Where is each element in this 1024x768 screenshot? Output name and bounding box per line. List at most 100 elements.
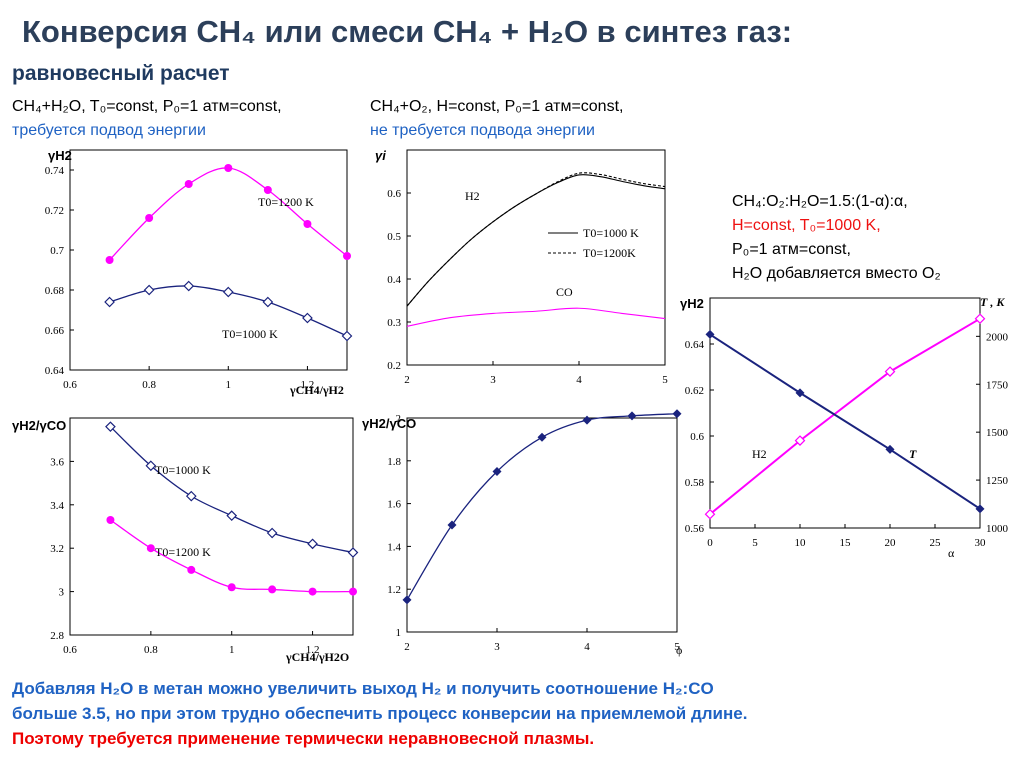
x-tick-label: 30 [975,537,987,549]
y-tick-label: 1 [396,627,402,639]
footer-line1: Добавляя H₂O в метан можно увеличить вых… [12,679,714,698]
series-line-1 [709,333,981,510]
data-point [226,510,238,521]
x-tick-label: 4 [584,641,590,653]
x-tick-label: 1.2 [301,379,315,391]
x-tick-label: 4 [576,374,582,386]
data-point [222,286,234,298]
legend-label-1200: T0=1200K [583,246,636,260]
data-point [884,366,896,377]
data-point [105,421,116,433]
data-point [143,284,155,296]
y-axis-label: γH2/γCO [12,418,66,433]
series-label-1200: T0=1200 K [258,195,314,209]
y-tick-label: 3 [59,587,65,599]
x-tick-label: 20 [885,537,897,549]
y-tick-label: 0.6 [690,431,704,443]
plot-frame [406,417,678,633]
data-point [263,186,272,194]
data-point [537,432,547,442]
data-point [146,544,155,553]
caption-right-line4: H₂O добавляется вместо O₂ [732,265,941,282]
x-axis-label: α [948,546,955,560]
data-point [224,164,233,172]
x-tick-label: 5 [674,641,680,653]
data-point [885,444,895,454]
y-right-tick-label: 1750 [986,379,1009,391]
data-point [302,312,313,324]
annotation-h2: H2 [752,447,767,461]
y-tick-label: 0.3 [387,317,401,329]
x-tick-label: 1 [226,379,232,391]
data-point [227,583,236,592]
data-point [183,280,195,292]
series-line-0 [109,426,354,554]
y-right-tick-label: 1000 [986,523,1009,535]
y-tick-label: 0.4 [387,274,401,286]
data-point [266,527,278,539]
data-point [795,388,805,398]
chart-yields-vs-phi: 2 3 4 5 0.2 0.3 0.4 0.5 0.6 γi H2 CO T0=1000 K T0=120… [375,148,668,386]
y-tick-label: 0.74 [45,165,65,177]
series-label-1000: T0=1000 K [155,463,211,477]
data-point [627,411,637,421]
x-axis-label: ϕ [676,643,682,657]
annotation-co: CO [556,285,573,299]
y-tick-label: 3.6 [50,456,64,468]
caption-left-line2: требуется подвод энергии [12,122,206,139]
x-tick-label: 0 [707,537,713,549]
series-line-2 [406,307,666,327]
data-point [145,214,154,222]
annotation-h2: H2 [465,189,480,203]
data-point [447,520,457,530]
x-tick-label: 0.6 [63,644,77,656]
y-tick-label: 0.68 [45,285,65,297]
data-point [187,565,196,574]
caption-left: CH₄+H₂O, T₀=const, P₀=1 атм=const, требу… [12,95,282,143]
y-axis-label: γH2 [680,296,704,311]
data-point [349,587,357,596]
x-tick-label: 2 [404,641,410,653]
data-point [974,313,986,325]
x-tick-label: 0.6 [63,379,77,391]
x-tick-label: 2 [404,374,410,386]
caption-mid: CH₄+O₂, H=const, P₀=1 атм=const, не треб… [370,95,623,143]
y-tick-label: 2.8 [50,630,64,642]
y-tick-label: 0.5 [387,231,401,243]
data-point [307,538,318,550]
page-subtitle: равновесный расчет [12,62,230,85]
y-tick-label: 1.4 [387,541,401,553]
caption-right: CH₄:O₂:H₂O=1.5:(1-α):α, H=const, T₀=1000… [732,190,941,286]
footer-text: Добавляя H₂O в метан можно увеличить вых… [12,676,747,751]
chart-h2-and-t-vs-alpha: 0 5 10 15 20 25 30 0.56 0.58 0.6 0.62 0.64 1000 1250 1… [680,295,1009,560]
y-tick-label: 0.6 [387,188,401,200]
y-tick-label: 0.62 [685,385,704,397]
annotation-t: T [909,447,917,461]
series-line-1 [406,172,666,307]
data-point [704,508,716,520]
data-point [343,252,351,260]
data-point [582,415,592,425]
page-title: Конверсия CH₄ или смеси CH₄ + H₂O в синт… [22,14,793,49]
series-line-0 [709,317,981,515]
y-tick-label: 0.66 [45,325,65,337]
data-point [184,180,193,188]
y-right-tick-label: 2000 [986,331,1009,343]
plot-frame [709,297,981,529]
x-tick-label: 25 [930,537,942,549]
data-point [303,220,312,228]
data-point [402,595,412,605]
data-point [105,256,114,264]
y-tick-label: 0.64 [45,365,65,377]
x-tick-label: 5 [752,537,758,549]
chart-h2-yield-vs-ratio: 0.6 0.8 1 1.2 0.64 0.66 0.68 0.7 0.72 0.74 γH2 γCH4… [45,148,353,397]
x-axis-label: γCH4/γH2O [285,650,349,664]
caption-right-line2: H=const, T₀=1000 K, [732,217,881,234]
chart-h2-co-ratio-vs-ratio: 0.6 0.8 1 1.2 2.8 3 3.2 3.4 3.6 γH2/γCO γCH4/γH2O T… [12,417,359,664]
y-right-tick-label: 1250 [986,475,1009,487]
y-tick-label: 3.2 [50,543,64,555]
footer-line2: больше 3.5, но при этом трудно обеспечит… [12,704,748,723]
data-point [145,460,157,472]
y-tick-label: 1.6 [387,499,401,511]
